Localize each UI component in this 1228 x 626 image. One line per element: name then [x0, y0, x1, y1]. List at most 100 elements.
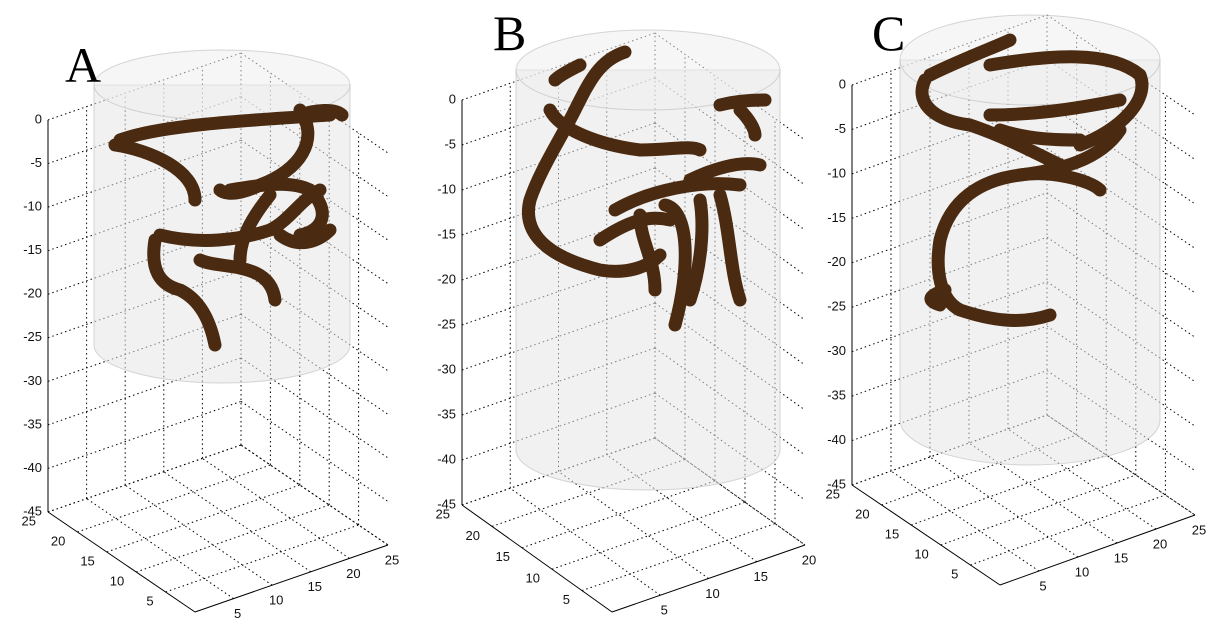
z-tick-label: -10 [437, 181, 456, 196]
z-grid-line [47, 444, 242, 513]
y-axis [461, 504, 613, 613]
x-grid-line [509, 487, 661, 596]
z-tick-label: -15 [23, 242, 42, 257]
x-axis [194, 544, 389, 613]
y-tick-label: 15 [80, 553, 94, 568]
z-tick-label: -45 [23, 503, 42, 518]
y-grid-line [165, 524, 359, 593]
z-grid-line [1046, 370, 1196, 471]
cylinder-c [899, 59, 1161, 466]
x-tick-label: 20 [1153, 536, 1167, 551]
tick-labels: A 0 -5 -10 -15 -20 -25 -30 -35 -40 -45 5 10 15 20 25 25 2… [22, 5, 1207, 621]
x-tick-label: 10 [1075, 564, 1089, 579]
x-grid-line [124, 484, 273, 586]
x-axis [611, 544, 806, 613]
z-tick-label: -25 [437, 316, 456, 331]
y-tick-label: 20 [855, 506, 869, 521]
panel-label: A [65, 37, 101, 93]
z-tick-label: 0 [35, 111, 42, 126]
y-tick-label: 5 [951, 566, 958, 581]
vessels-c [915, 33, 1149, 327]
y-tick-label: 15 [496, 549, 510, 564]
y-tick-label: 10 [110, 573, 124, 588]
x-tick-label: 10 [705, 586, 719, 601]
x-tick-label: 5 [661, 603, 668, 618]
z-tick-label: -10 [23, 199, 42, 214]
z-grid-line [1046, 236, 1196, 338]
panel-label: C [872, 5, 905, 61]
z-tick-label: -40 [437, 451, 456, 466]
z-tick-label: 0 [839, 76, 846, 91]
z-grid-line [1046, 281, 1196, 383]
z-grid-line [1046, 147, 1196, 249]
y-grid-line [940, 474, 1136, 546]
y-grid-line [106, 484, 300, 553]
x-tick-label: 25 [1192, 522, 1206, 537]
z-tick-label: -20 [437, 271, 456, 286]
x-grid-line [929, 456, 1079, 558]
x-axis [999, 514, 1196, 586]
z-grid-line [1046, 325, 1196, 427]
z-grid-line [47, 400, 242, 469]
y-tick-label: 10 [526, 571, 540, 586]
y-grid-line [47, 444, 242, 513]
z-tick-label: -30 [437, 361, 456, 376]
y-tick-label: 10 [914, 546, 928, 561]
y-tick-label: 20 [51, 533, 65, 548]
x-tick-label: 25 [385, 552, 399, 567]
z-tick-label: -5 [444, 136, 456, 151]
z-tick-label: -40 [23, 460, 42, 475]
z-tick-label: -30 [827, 343, 846, 358]
y-tick-label: 25 [826, 486, 840, 501]
z-tick-label: -30 [23, 373, 42, 388]
z-tick-label: -20 [23, 286, 42, 301]
z-grid-line [654, 437, 806, 546]
y-tick-label: 15 [885, 526, 899, 541]
x-tick-label: 20 [802, 552, 816, 567]
x-tick-label: 20 [346, 566, 360, 581]
x-tick-label: 5 [1039, 578, 1046, 593]
z-grid-line [1046, 59, 1196, 160]
z-tick-label: -25 [23, 329, 42, 344]
y-grid-line [911, 454, 1107, 526]
panel-label: B [493, 5, 526, 61]
z-grid-line [240, 401, 389, 502]
z-tick-label: -20 [827, 254, 846, 269]
z-tick-label: -40 [827, 432, 846, 447]
z-grid-line [654, 392, 806, 501]
x-tick-label: 15 [308, 579, 322, 594]
y-tick-label: 5 [563, 592, 570, 607]
z-grid-line [1046, 103, 1196, 205]
y-axis [851, 484, 1001, 586]
z-tick-label: -35 [437, 406, 456, 421]
y-grid-line [551, 501, 746, 570]
z-tick-label: -10 [827, 165, 846, 180]
z-tick-label: 0 [449, 91, 456, 106]
z-tick-label: -15 [437, 226, 456, 241]
y-tick-label: 20 [466, 528, 480, 543]
x-tick-label: 5 [234, 606, 241, 621]
y-grid-line [970, 494, 1166, 566]
y-grid-line [77, 464, 271, 533]
z-grid-line [1046, 192, 1196, 294]
z-tick-label: -35 [23, 416, 42, 431]
x-grid-line [86, 498, 234, 600]
z-tick-label: -35 [827, 388, 846, 403]
vessels-a [108, 103, 349, 352]
z-tick-label: -5 [30, 155, 42, 170]
z-tick-label: -45 [437, 496, 456, 511]
x-grid-line [558, 471, 709, 579]
y-grid-line [521, 480, 716, 549]
z-tick-label: -25 [827, 299, 846, 314]
y-grid-line [881, 434, 1077, 506]
z-grid-line [1046, 414, 1196, 516]
vessels-b [522, 45, 772, 332]
x-tick-label: 15 [1114, 550, 1128, 565]
z-tick-label: -5 [834, 121, 846, 136]
cylinders [93, 14, 1161, 491]
x-grid-line [202, 457, 350, 559]
z-tick-label: -15 [827, 210, 846, 225]
x-tick-label: 15 [754, 569, 768, 584]
y-grid-line [136, 504, 330, 573]
